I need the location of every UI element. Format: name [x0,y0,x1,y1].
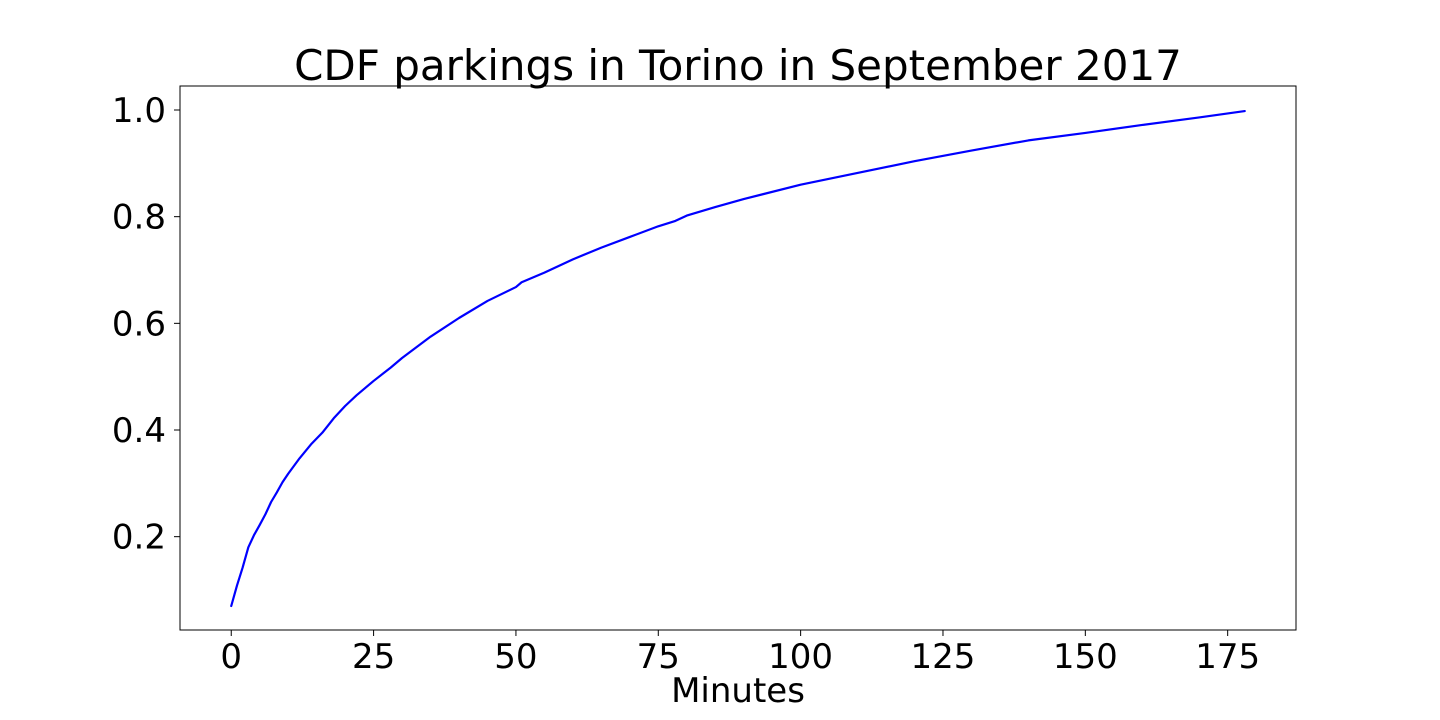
axis-ticks: 0 25 50 75 100 125 150 175 0.2 0.4 0.6 0.8 1.0 [112,91,1260,677]
x-tick-label: 125 [911,637,976,677]
x-tick-label: 25 [352,637,395,677]
x-tick-label: 150 [1053,637,1118,677]
y-tick-label: 1.0 [112,91,166,131]
x-tick-label: 75 [637,637,680,677]
x-tick-label: 100 [768,637,833,677]
chart-title: CDF parkings in Torino in September 2017 [294,41,1182,90]
plot-area [230,109,1246,608]
plot-frame [179,85,1297,631]
cdf-series-line [230,109,1246,608]
x-tick-label: 0 [220,637,242,677]
y-tick-label: 0.6 [112,304,166,344]
y-tick-label: 0.8 [112,198,166,238]
x-axis-label: Minutes [671,671,805,711]
x-tick-label: 50 [494,637,537,677]
y-tick-label: 0.2 [112,518,166,558]
x-tick-label: 175 [1195,637,1260,677]
y-tick-label: 0.4 [112,411,166,451]
